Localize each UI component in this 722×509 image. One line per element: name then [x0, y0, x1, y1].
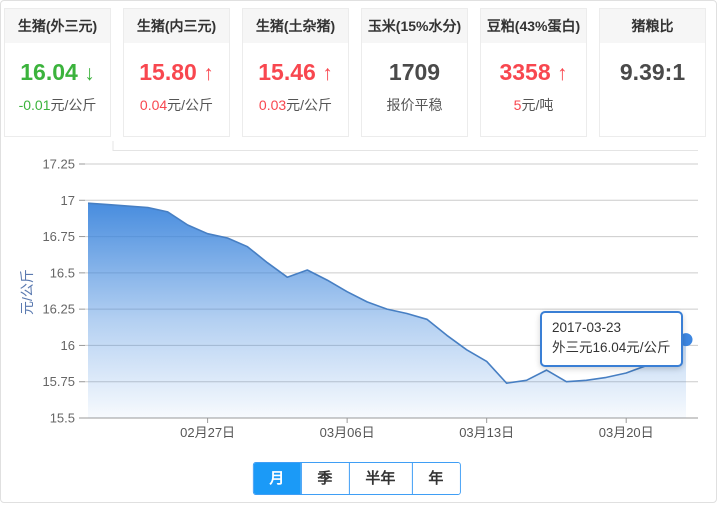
card-title: 猪粮比 [600, 9, 705, 43]
y-tick-label: 16 [61, 338, 75, 353]
card-value: 9.39:1 [619, 59, 686, 85]
stat-card-corn: 玉米(15%水分) 1709 报价平稳 [361, 8, 468, 137]
card-value: 15.80 ↑ [139, 59, 214, 85]
chart-top-border [112, 141, 698, 151]
last-point-dot [679, 333, 693, 347]
stat-card-pig-wai: 生猪(外三元) 16.04 ↓ -0.01元/公斤 [4, 8, 111, 137]
stat-card-pig-tuza: 生猪(土杂猪) 15.46 ↑ 0.03元/公斤 [242, 8, 349, 137]
y-axis-title: 元/公斤 [19, 269, 35, 315]
card-change: 0.03 [258, 97, 287, 113]
area-series [88, 203, 686, 418]
card-value: 3358 ↑ [499, 59, 568, 85]
card-change: 0.04 [139, 97, 168, 113]
tooltip-date: 2017-03-23 [552, 320, 622, 335]
card-title: 生猪(内三元) [124, 9, 229, 43]
y-tick-label: 15.5 [50, 411, 75, 426]
y-tick-label: 16.5 [50, 265, 75, 280]
card-unit: 元/公斤 [50, 97, 97, 113]
tab-halfyear[interactable]: 半年 [348, 463, 412, 494]
card-title: 豆粕(43%蛋白) [481, 9, 586, 43]
card-value: 16.04 ↓ [20, 59, 95, 85]
y-tick-label: 17 [61, 193, 75, 208]
stat-card-soymeal: 豆粕(43%蛋白) 3358 ↑ 5元/吨 [480, 8, 587, 137]
y-tick-label: 16.25 [42, 302, 75, 317]
card-title: 生猪(外三元) [5, 9, 110, 43]
x-tick-label: 02月27日 [180, 425, 235, 440]
tab-quarter[interactable]: 季 [300, 463, 349, 494]
y-tick-label: 15.75 [42, 374, 75, 389]
period-tab-bar: 月 季 半年 年 [252, 462, 461, 495]
chart-tooltip: 2017-03-23 外三元16.04元/公斤 [540, 311, 683, 367]
card-change: -0.01 [18, 97, 51, 113]
card-value: 15.46 ↑ [258, 59, 333, 85]
stat-card-pig-nei: 生猪(内三元) 15.80 ↑ 0.04元/公斤 [123, 8, 230, 137]
card-unit: 元/公斤 [167, 97, 214, 113]
price-chart[interactable]: 15.5 15.75 16 16.25 16.5 16.75 17 17.25 02月27日 03… [1, 1, 717, 503]
trend-arrow-icon: ↓ [84, 62, 95, 85]
tab-year[interactable]: 年 [411, 463, 460, 494]
line-series [87, 202, 687, 384]
trend-arrow-icon: ↑ [557, 62, 568, 85]
card-unit: 元/吨 [521, 97, 554, 113]
trend-arrow-icon: ↑ [322, 62, 333, 85]
stat-card-pig-grain-ratio: 猪粮比 9.39:1 [599, 8, 706, 137]
card-unit: 报价平稳 [386, 97, 443, 113]
x-tick-label: 03月06日 [320, 425, 375, 440]
trend-arrow-icon: ↑ [203, 62, 214, 85]
card-value: 1709 [388, 59, 441, 85]
x-tick-label: 03月13日 [459, 425, 514, 440]
stat-card-row: 生猪(外三元) 16.04 ↓ -0.01元/公斤 生猪(内三元) 15.80 … [4, 8, 706, 137]
card-unit: 元/公斤 [286, 97, 333, 113]
card-change: 5 [513, 97, 522, 113]
y-tick-label: 17.25 [42, 157, 75, 172]
card-title: 玉米(15%水分) [362, 9, 467, 43]
tab-month[interactable]: 月 [253, 463, 301, 494]
tooltip-value: 外三元16.04元/公斤 [552, 340, 671, 356]
x-tick-label: 03月20日 [599, 425, 654, 440]
card-title: 生猪(土杂猪) [243, 9, 348, 43]
y-tick-label: 16.75 [42, 229, 75, 244]
